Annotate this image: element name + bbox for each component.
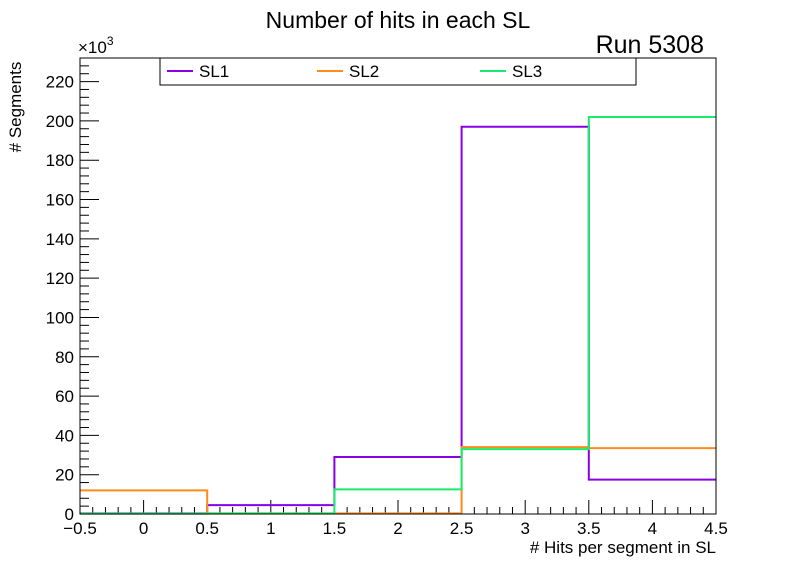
x-tick-label: 3.5 <box>577 519 601 538</box>
y-tick-label: 20 <box>55 466 74 485</box>
y-tick-label: 220 <box>46 73 74 92</box>
y-tick-label: 120 <box>46 269 74 288</box>
run-annotation: Run 5308 <box>596 31 704 59</box>
y-tick-label: 180 <box>46 151 74 170</box>
y-tick-label: 200 <box>46 112 74 131</box>
legend-label-sl1: SL1 <box>199 62 229 81</box>
series-layer <box>80 115 716 515</box>
x-tick-label: 1.5 <box>323 519 347 538</box>
x-tick-label: 1 <box>266 519 275 538</box>
x-tick-label: 3 <box>520 519 529 538</box>
axis-ticks: −0.5 0 0.5 1 1.5 2 2.5 3 3.5 4 4.50204060801001201… <box>46 57 728 538</box>
x-tick-label: 2.5 <box>450 519 474 538</box>
y-tick-label: 40 <box>55 426 74 445</box>
x-tick-label: −0.5 <box>63 519 97 538</box>
y-tick-label: 0 <box>65 505 74 524</box>
y-multiplier-base: ×10 <box>78 38 107 57</box>
legend-box <box>159 57 637 86</box>
y-tick-label: 80 <box>55 348 74 367</box>
series-sl3-step <box>80 115 716 515</box>
y-tick-label: 60 <box>55 387 74 406</box>
legend-label-sl2: SL2 <box>349 62 379 81</box>
x-axis-title: # Hits per segment in SL <box>530 538 716 557</box>
x-tick-label: 0.5 <box>195 519 219 538</box>
chart-title: Number of hits in each SL <box>266 7 531 33</box>
y-axis-title: # Segments <box>6 62 25 153</box>
x-tick-label: 4 <box>648 519 657 538</box>
series-sl1-step <box>80 125 716 515</box>
y-tick-label: 140 <box>46 230 74 249</box>
plot-frame <box>79 57 717 515</box>
y-multiplier-exponent: 3 <box>107 34 114 48</box>
y-tick-label: 100 <box>46 308 74 327</box>
legend: SL1 SL2 SL3 <box>159 57 637 86</box>
x-tick-label: 2 <box>393 519 402 538</box>
y-multiplier-label: ×103 <box>78 34 114 57</box>
legend-label-sl3: SL3 <box>512 62 542 81</box>
x-tick-label: 4.5 <box>704 519 728 538</box>
y-tick-label: 160 <box>46 191 74 210</box>
x-tick-label: 0 <box>139 519 148 538</box>
